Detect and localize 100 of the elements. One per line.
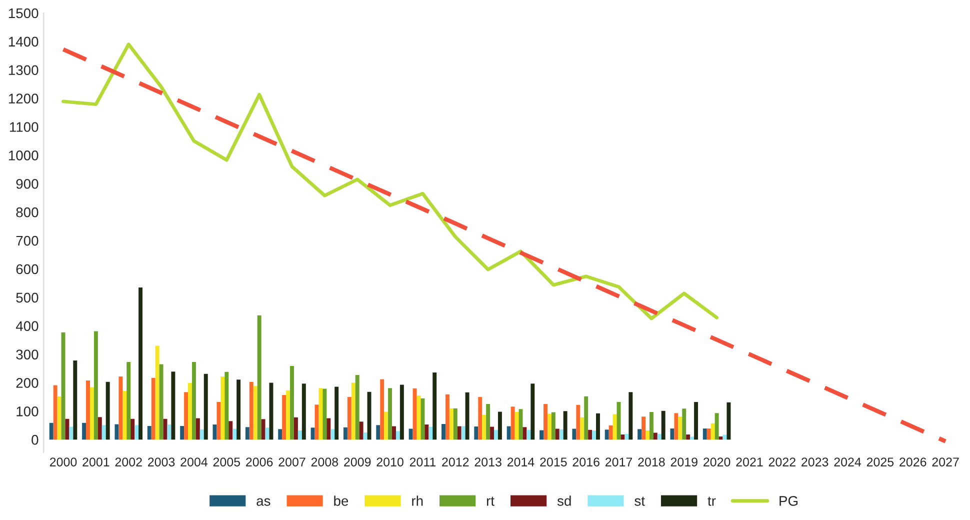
- bar: [204, 374, 208, 440]
- bar: [726, 402, 731, 440]
- y-tick-label: 300: [16, 350, 38, 360]
- bar: [506, 426, 511, 440]
- bar: [449, 408, 454, 440]
- bar: [224, 372, 229, 440]
- bar: [445, 394, 450, 440]
- y-tick-label: 1400: [8, 36, 38, 47]
- bar: [649, 412, 654, 440]
- bar: [694, 402, 698, 440]
- y-tick-label: 1200: [8, 94, 38, 104]
- bar: [576, 404, 580, 440]
- bar: [286, 390, 290, 440]
- bar: [580, 417, 584, 440]
- bar: [249, 382, 254, 440]
- bar: [257, 315, 262, 440]
- y-tick-label: 700: [16, 236, 38, 246]
- legend-label: sd: [557, 496, 571, 506]
- bar: [526, 430, 531, 440]
- legend-label: as: [256, 498, 270, 506]
- bar: [714, 413, 719, 440]
- bar: [555, 428, 560, 440]
- bar: [592, 430, 596, 440]
- bar: [482, 414, 486, 440]
- bar: [269, 382, 274, 440]
- bar: [359, 422, 364, 440]
- x-tick-label: 2018: [638, 458, 665, 466]
- y-tick-label: 100: [16, 406, 38, 416]
- x-tick-label: 2012: [442, 458, 469, 466]
- bar: [543, 404, 548, 440]
- bar: [57, 396, 62, 440]
- y-tick-label: 1300: [8, 65, 38, 76]
- bar: [616, 402, 621, 440]
- bar: [596, 413, 600, 440]
- bar: [330, 429, 335, 440]
- bar: [457, 426, 462, 440]
- bar: [261, 419, 266, 440]
- legend-label: be: [334, 496, 348, 506]
- bar: [551, 412, 556, 440]
- bar: [253, 386, 258, 440]
- x-tick-label: 2015: [540, 458, 567, 466]
- bar: [486, 404, 490, 440]
- bar: [428, 426, 433, 440]
- bar: [624, 434, 629, 440]
- x-tick-label: 2026: [900, 458, 926, 466]
- x-tick-label: 2021: [736, 458, 763, 466]
- bar: [465, 392, 470, 440]
- bar: [490, 426, 494, 440]
- bar: [498, 412, 502, 440]
- bar: [710, 423, 715, 440]
- x-tick-label: 2008: [311, 458, 338, 466]
- bar: [396, 431, 400, 440]
- bar: [290, 366, 294, 440]
- bar: [661, 410, 666, 440]
- bar: [424, 424, 429, 440]
- bar: [159, 364, 164, 440]
- bar: [200, 429, 204, 440]
- bar: [441, 424, 446, 440]
- x-tick-label: 2014: [507, 458, 534, 466]
- x-tick-label: 2004: [180, 458, 208, 466]
- x-tick-label: 2027: [932, 458, 959, 466]
- bar: [282, 394, 286, 440]
- y-tick-label: 0: [32, 434, 38, 445]
- bar: [228, 421, 233, 440]
- bar: [73, 360, 78, 440]
- bar: [102, 425, 106, 440]
- bar: [147, 426, 152, 440]
- bar: [432, 372, 437, 440]
- bar: [718, 436, 723, 440]
- bar: [612, 414, 617, 440]
- x-tick-label: 2024: [834, 458, 862, 466]
- x-tick-label: 2025: [866, 458, 894, 466]
- bar: [220, 376, 225, 440]
- x-tick-label: 2000: [50, 458, 77, 466]
- bar: [138, 287, 142, 440]
- y-tick-label: 1500: [8, 8, 38, 18]
- bar: [412, 388, 417, 440]
- bar: [302, 384, 306, 440]
- bar: [400, 384, 404, 440]
- legend-label: PG: [780, 496, 798, 506]
- bar: [572, 428, 576, 440]
- bar: [638, 429, 642, 440]
- bar: [134, 425, 139, 440]
- bar: [53, 385, 58, 440]
- bar: [608, 425, 613, 440]
- bar: [180, 426, 184, 440]
- bar: [376, 425, 380, 440]
- bar: [90, 387, 94, 440]
- bar: [384, 412, 388, 440]
- bar: [588, 430, 592, 440]
- bar: [510, 406, 515, 440]
- x-tick-label: 2016: [572, 458, 600, 466]
- legend-label: tr: [708, 496, 716, 506]
- legend-label: st: [634, 496, 645, 506]
- bar: [461, 426, 466, 440]
- bar: [674, 413, 678, 440]
- y-tick-label: 1000: [8, 150, 38, 160]
- bar: [514, 412, 519, 440]
- y-tick-label: 500: [16, 292, 38, 303]
- bar: [114, 424, 119, 440]
